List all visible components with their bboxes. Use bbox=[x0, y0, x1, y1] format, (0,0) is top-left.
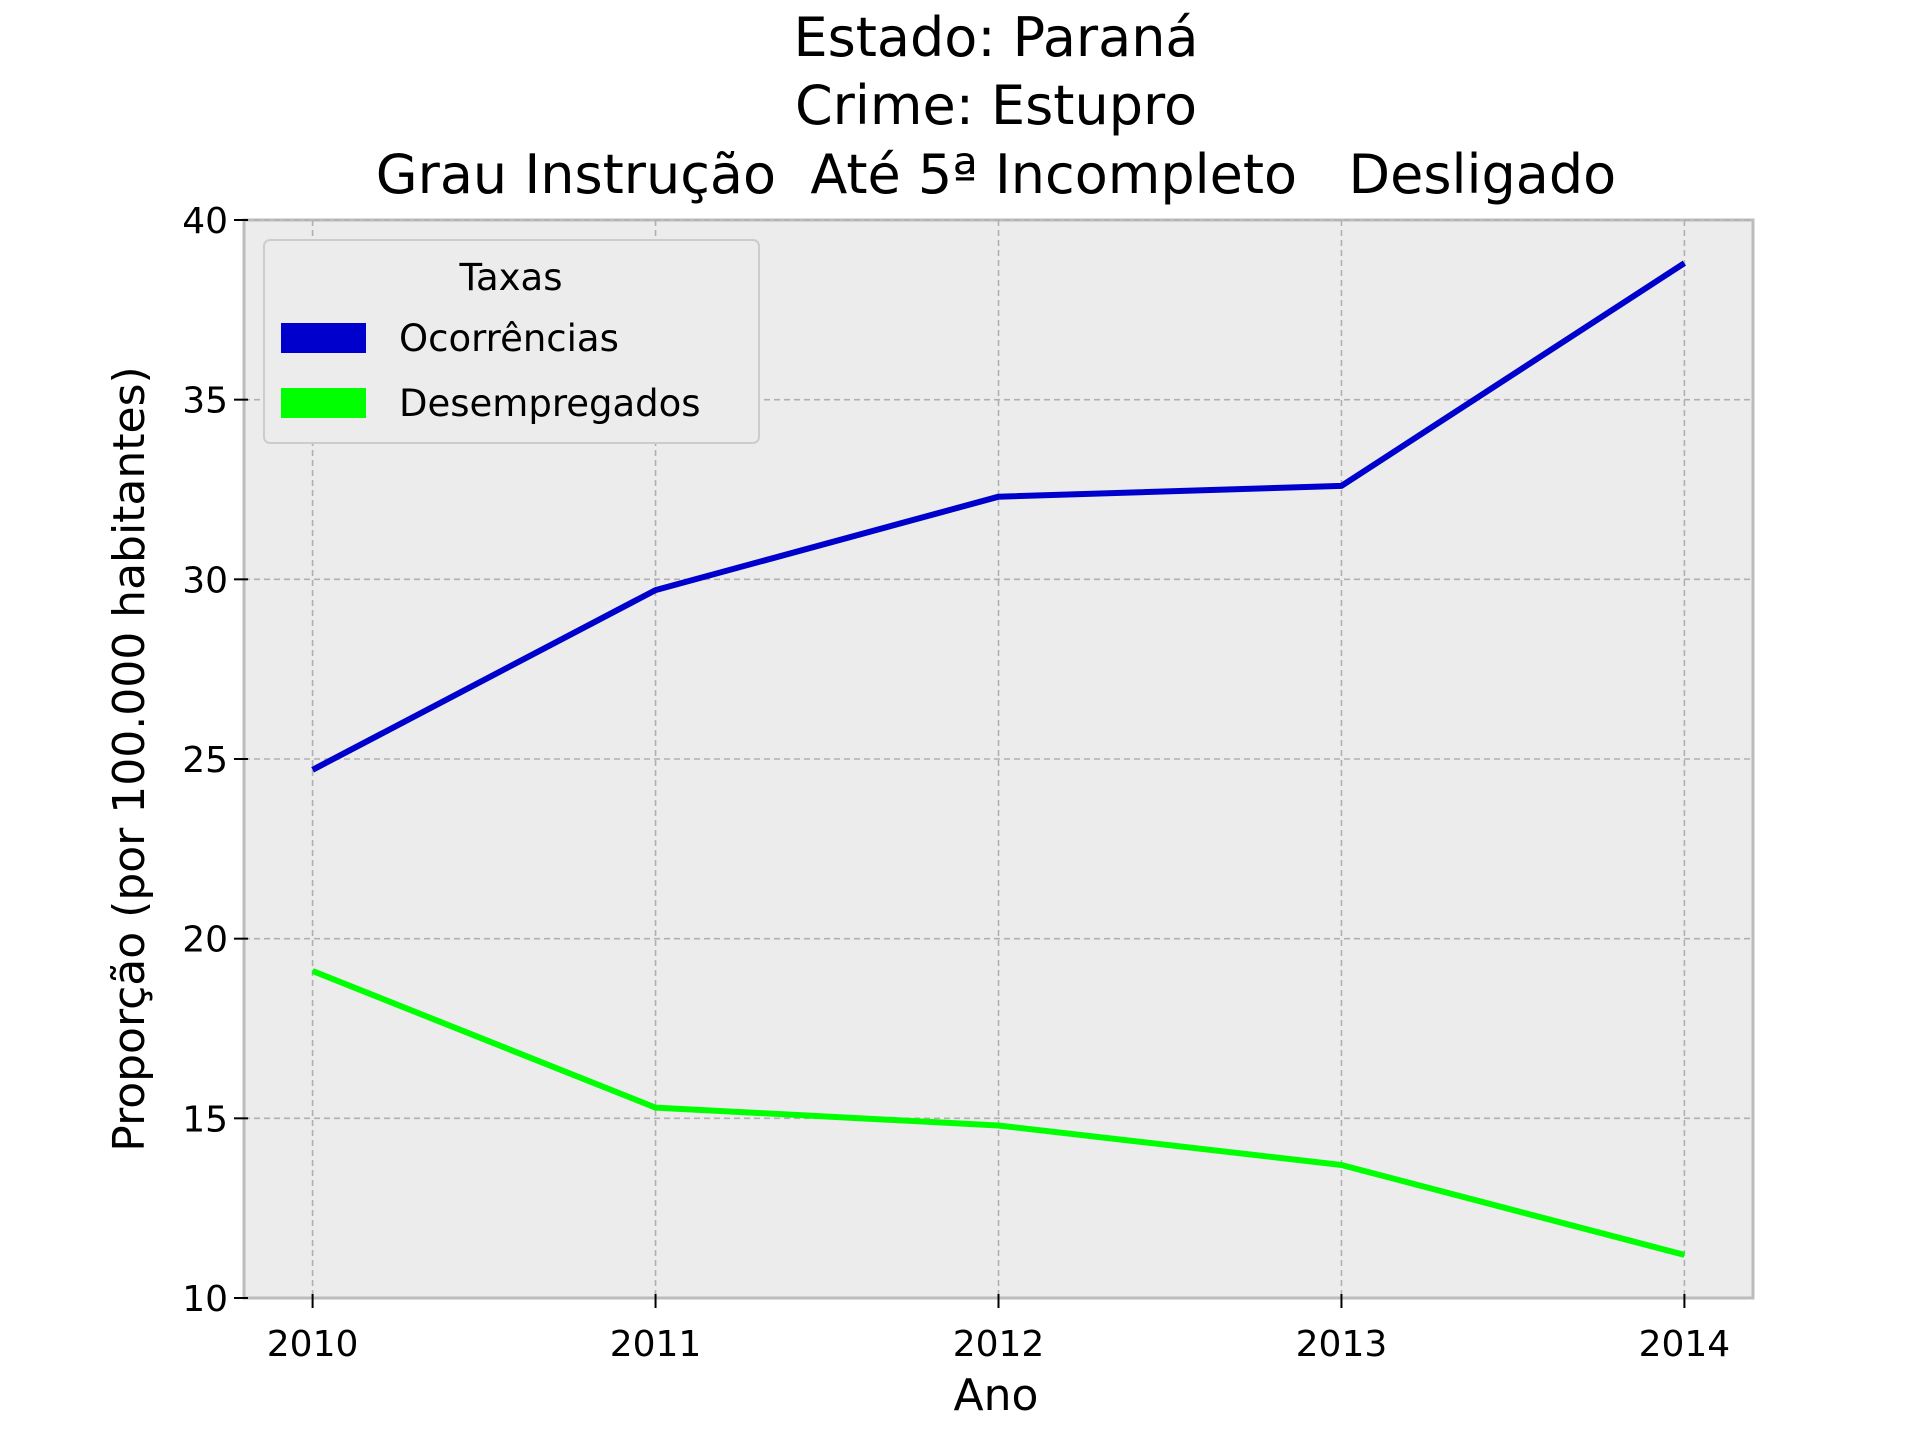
x-tick-label: 2010 bbox=[267, 1324, 359, 1365]
y-tick-label: 20 bbox=[182, 920, 228, 961]
x-tick-label: 2013 bbox=[1296, 1324, 1388, 1365]
series-line-ocorrencias bbox=[311, 260, 1687, 773]
y-tick-label: 10 bbox=[182, 1279, 228, 1320]
gridlines bbox=[244, 219, 1753, 1298]
series-line-desempregados bbox=[311, 968, 1686, 1258]
x-tick-label: 2014 bbox=[1639, 1324, 1731, 1365]
y-tick-label: 15 bbox=[182, 1099, 228, 1140]
y-tick-label: 30 bbox=[182, 560, 228, 601]
legend-title: Taxas bbox=[459, 256, 563, 299]
legend-box bbox=[263, 239, 760, 444]
x-tick-label: 2011 bbox=[610, 1324, 702, 1365]
y-tick-label: 25 bbox=[182, 740, 228, 781]
x-axis-label: Ano bbox=[954, 1370, 1039, 1421]
legend: Taxas Ocorrências Desempregados bbox=[263, 239, 760, 444]
legend-label-ocorrencias: Ocorrências bbox=[399, 317, 619, 360]
x-tick-label: 2012 bbox=[953, 1324, 1045, 1365]
legend-swatch-desempregados bbox=[281, 388, 366, 418]
series-layer bbox=[311, 260, 1687, 1258]
chart-title-line-1: Estado: Paraná bbox=[793, 6, 1198, 69]
y-tick-label: 40 bbox=[182, 201, 228, 242]
chart-title-line-3: Grau Instrução Até 5ª Incompleto Desliga… bbox=[376, 143, 1616, 206]
legend-swatch-ocorrencias bbox=[281, 323, 366, 353]
legend-label-desempregados: Desempregados bbox=[399, 382, 701, 425]
y-tick-label: 35 bbox=[182, 381, 228, 422]
axis-ticks: 2010 2011 2012 2013 2014 10 15 20 25 30 35 40 bbox=[182, 201, 1730, 1365]
chart-title-line-2: Crime: Estupro bbox=[795, 74, 1197, 137]
y-axis-label: Proporção (por 100.000 habitantes) bbox=[104, 366, 155, 1151]
